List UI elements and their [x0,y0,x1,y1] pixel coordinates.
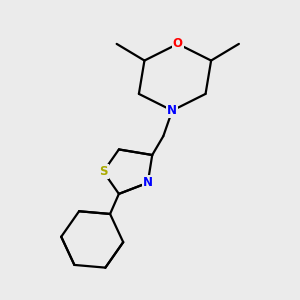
Text: N: N [167,104,177,117]
Text: N: N [143,176,153,189]
Text: S: S [99,165,108,178]
Text: O: O [173,38,183,50]
